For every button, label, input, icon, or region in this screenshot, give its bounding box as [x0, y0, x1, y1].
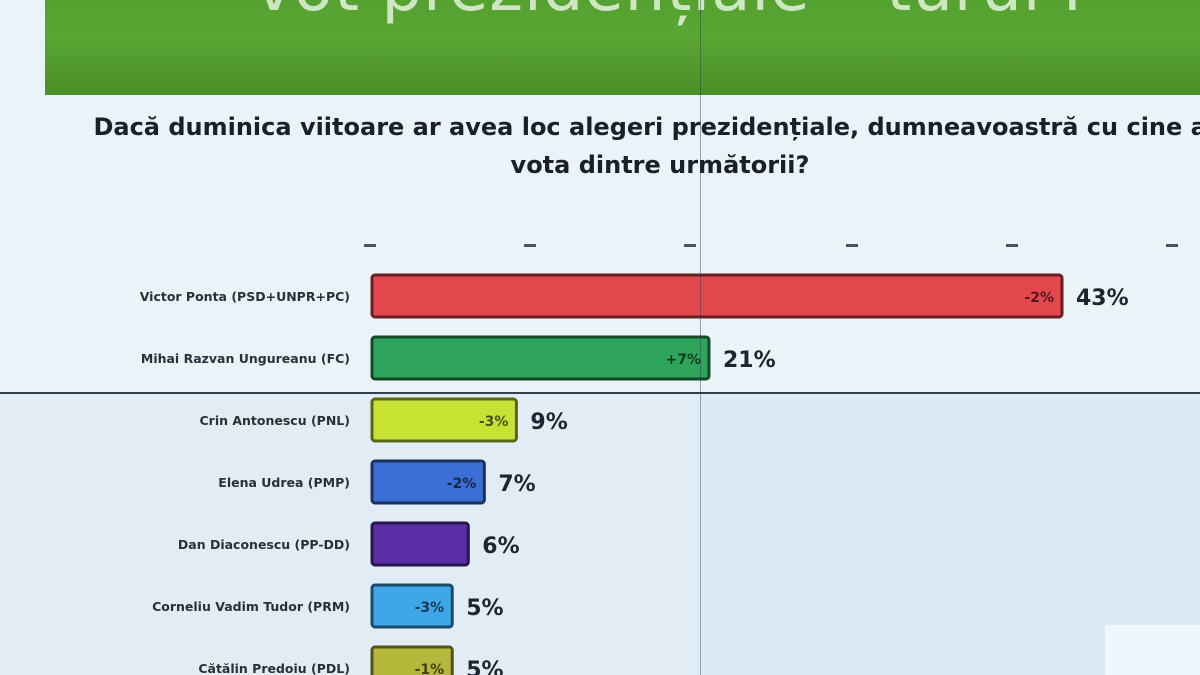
- category-label: Dan Diaconescu (PP-DD): [178, 537, 350, 552]
- value-label: 6%: [482, 534, 519, 559]
- tick-mark-6: [1166, 244, 1178, 247]
- screen-seam-horizontal: [0, 392, 1200, 394]
- screen-seam-vertical: [700, 0, 701, 675]
- value-label: 7%: [498, 472, 535, 497]
- tick-mark-1: [364, 244, 376, 247]
- bar-row: Mihai Razvan Ungureanu (FC) +7% 21%: [141, 335, 776, 381]
- tick-mark-3: [684, 244, 696, 247]
- bar-row: Cătălin Predoiu (PDL) -1% 5%: [198, 645, 504, 675]
- bar-row: Dan Diaconescu (PP-DD) 6%: [178, 521, 520, 567]
- value-label: 21%: [723, 348, 776, 373]
- bar-row: Elena Udrea (PMP) -2% 7%: [218, 459, 536, 505]
- bar: [370, 645, 454, 675]
- tick-mark-5: [1006, 244, 1018, 247]
- value-label: 9%: [530, 410, 567, 435]
- header-banner: vot prezidențiale – turul I: [45, 0, 1200, 95]
- tick-mark-2: [524, 244, 536, 247]
- value-label: 5%: [466, 658, 503, 675]
- value-label: 43%: [1076, 286, 1129, 311]
- value-label: 5%: [466, 596, 503, 621]
- bars-group: Victor Ponta (PSD+UNPR+PC) -2% 43% Mihai Ra…: [140, 273, 1129, 675]
- bar: [370, 273, 1064, 319]
- bar: [370, 521, 470, 567]
- category-label: Corneliu Vadim Tudor (PRM): [152, 599, 350, 614]
- bar-row: Crin Antonescu (PNL) -3% 9%: [199, 397, 568, 443]
- change-label: +7%: [665, 352, 701, 368]
- axis-ticks: [364, 244, 1178, 247]
- category-label: Elena Udrea (PMP): [218, 475, 350, 490]
- bar-row: Victor Ponta (PSD+UNPR+PC) -2% 43%: [140, 273, 1129, 319]
- change-label: -3%: [415, 600, 445, 616]
- category-label: Cătălin Predoiu (PDL): [198, 661, 350, 675]
- category-label: Victor Ponta (PSD+UNPR+PC): [140, 289, 350, 304]
- category-label: Crin Antonescu (PNL): [199, 413, 350, 428]
- change-label: -2%: [1024, 290, 1054, 306]
- poll-question: Dacă duminica viitoare ar avea loc alege…: [93, 113, 1200, 179]
- category-label: Mihai Razvan Ungureanu (FC): [141, 351, 350, 366]
- tick-mark-4: [846, 244, 858, 247]
- change-label: -2%: [447, 476, 477, 492]
- change-label: -1%: [415, 662, 445, 675]
- corner-patch: [1105, 625, 1200, 675]
- bar-row: Corneliu Vadim Tudor (PRM) -3% 5%: [152, 583, 504, 629]
- change-label: -3%: [479, 414, 509, 430]
- background-panel-left: [0, 394, 700, 675]
- bar: [370, 397, 518, 443]
- bar: [370, 583, 454, 629]
- banner-title: vot prezidențiale – turul I: [255, 0, 1083, 26]
- bar: [370, 335, 711, 381]
- bar: [370, 459, 486, 505]
